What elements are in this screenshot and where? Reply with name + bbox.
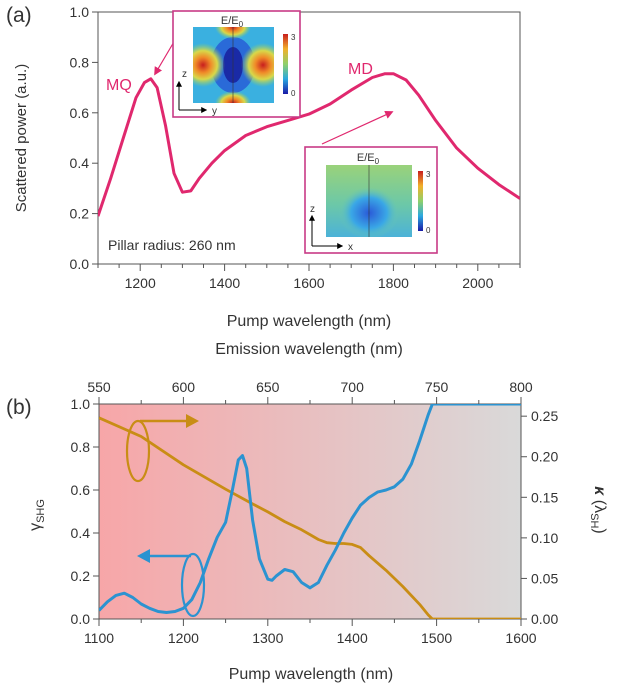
pillar-radius-note: Pillar radius: 260 nm [108,237,236,253]
inset-mq-colorbar [283,34,288,94]
inset-md-cb-min: 0 [426,226,431,235]
panel-b-bottom-tick-label: 1100 [84,630,114,646]
panel-a-y-tick-label: 0.6 [70,105,90,121]
panel-b-top-tick-label: 700 [341,379,365,395]
panel-b-left-ticks: 0.0 0.2 0.4 0.6 0.8 1.0 [71,396,99,627]
panel-b-right-tick-label: 0.15 [531,489,558,505]
panel-b-label: (b) [6,396,32,419]
panel-b-left-tick-label: 0.6 [71,482,91,498]
panel-b-x-axis-label: Pump wavelength (nm) [229,666,394,683]
panel-a-x-tick-label: 1800 [378,275,409,291]
mq-annotation: MQ [106,77,132,94]
panel-b-bottom-tick-label: 1600 [505,630,536,646]
panel-a-x-tick-label: 1600 [293,275,324,291]
panel-b-top-tick-label: 750 [425,379,449,395]
md-inset-arrow [321,110,394,145]
panel-b-left-tick-label: 0.0 [71,611,91,627]
panel-b-left-tick-label: 0.2 [71,568,91,584]
inset-md-colorbar [418,171,423,231]
inset-mq-title: E/E0 [221,15,244,29]
kappa-axis-indicator [125,414,199,483]
gamma-shg-axis-label: γSHG [27,499,47,531]
kappa-line [99,416,521,619]
panel-b-bottom-tick-label: 1400 [337,630,368,646]
panel-b-left-tick-label: 0.4 [71,525,91,541]
panel-a-y-tick-label: 1.0 [70,4,90,20]
inset-md-z-label: z [310,204,315,215]
panel-a-y-tick-label: 0.4 [70,155,90,171]
inset-mq-y-label: y [212,106,217,117]
panel-b-top-tick-label: 800 [509,379,533,395]
panel-a-y-tick-label: 0.0 [70,256,90,272]
inset-mq-cb-min: 0 [291,89,296,98]
panel-b-top-tick-label: 550 [87,379,111,395]
panel-b-left-tick-label: 0.8 [71,439,91,455]
inset-mq-field-map: E/E0 3 0 z y [172,10,301,118]
kappa-axis-label: κ (λSH) [588,486,608,533]
panel-b-bottom-tick-label: 1200 [168,630,199,646]
panel-a: (a) 0.0 0.2 0.4 0.6 0.8 1.0 1200 1400 1600 1800 2… [6,4,521,330]
inset-mq-heatmap [193,27,274,103]
panel-b-top-ticks: 550 600 650 700 750 800 [87,379,533,404]
panel-a-x-tick-label: 1200 [125,275,156,291]
panel-b-bottom-ticks: 1100 1200 1300 1400 1500 1600 [84,619,537,646]
md-annotation: MD [348,61,373,78]
panel-b-right-tick-label: 0.05 [531,570,558,586]
panel-a-y-axis-label: Scattered power (a.u.) [13,64,30,212]
panel-a-x-axis-label: Pump wavelength (nm) [227,313,392,330]
panel-a-y-ticks: 0.0 0.2 0.4 0.6 0.8 1.0 [70,4,98,272]
panel-b-left-tick-label: 1.0 [71,396,91,412]
panel-b-right-tick-label: 0.20 [531,449,558,465]
panel-b-right-tick-label: 0.10 [531,530,558,546]
inset-mq-cb-max: 3 [291,33,296,42]
panel-a-y-tick-label: 0.8 [70,54,90,70]
gamma-shg-line [99,404,521,614]
panel-b-right-ticks: 0.00 0.05 0.10 0.15 0.20 0.25 [521,408,558,627]
inset-mq-z-label: z [182,69,187,80]
panel-a-scattered-power-line [98,72,520,217]
inset-md-heatmap [326,165,412,237]
inset-md-cb-max: 3 [426,170,431,179]
panel-b-right-tick-label: 0.00 [531,611,558,627]
panel-a-x-ticks: 1200 1400 1600 1800 2000 [97,264,521,291]
panel-b-bottom-tick-label: 1300 [252,630,283,646]
panel-b: Emission wavelength (nm) 550 600 650 700 750… [6,341,608,683]
panel-b-bottom-tick-label: 1500 [421,630,452,646]
inset-md-x-label: x [348,242,353,253]
panel-b-right-tick-label: 0.25 [531,408,558,424]
inset-md-field-map: E/E0 3 0 z x [304,146,438,254]
panel-b-top-axis-label: Emission wavelength (nm) [215,341,403,358]
gamma-shg-axis-indicator [137,549,206,618]
panel-a-label: (a) [6,4,32,27]
panel-b-background-gradient [99,404,521,619]
panel-b-top-tick-label: 600 [172,379,196,395]
inset-md-title: E/E0 [357,152,380,166]
panel-a-x-tick-label: 2000 [462,275,493,291]
panel-b-top-tick-label: 650 [256,379,280,395]
panel-a-x-tick-label: 1400 [209,275,240,291]
panel-a-y-tick-label: 0.2 [70,206,90,222]
